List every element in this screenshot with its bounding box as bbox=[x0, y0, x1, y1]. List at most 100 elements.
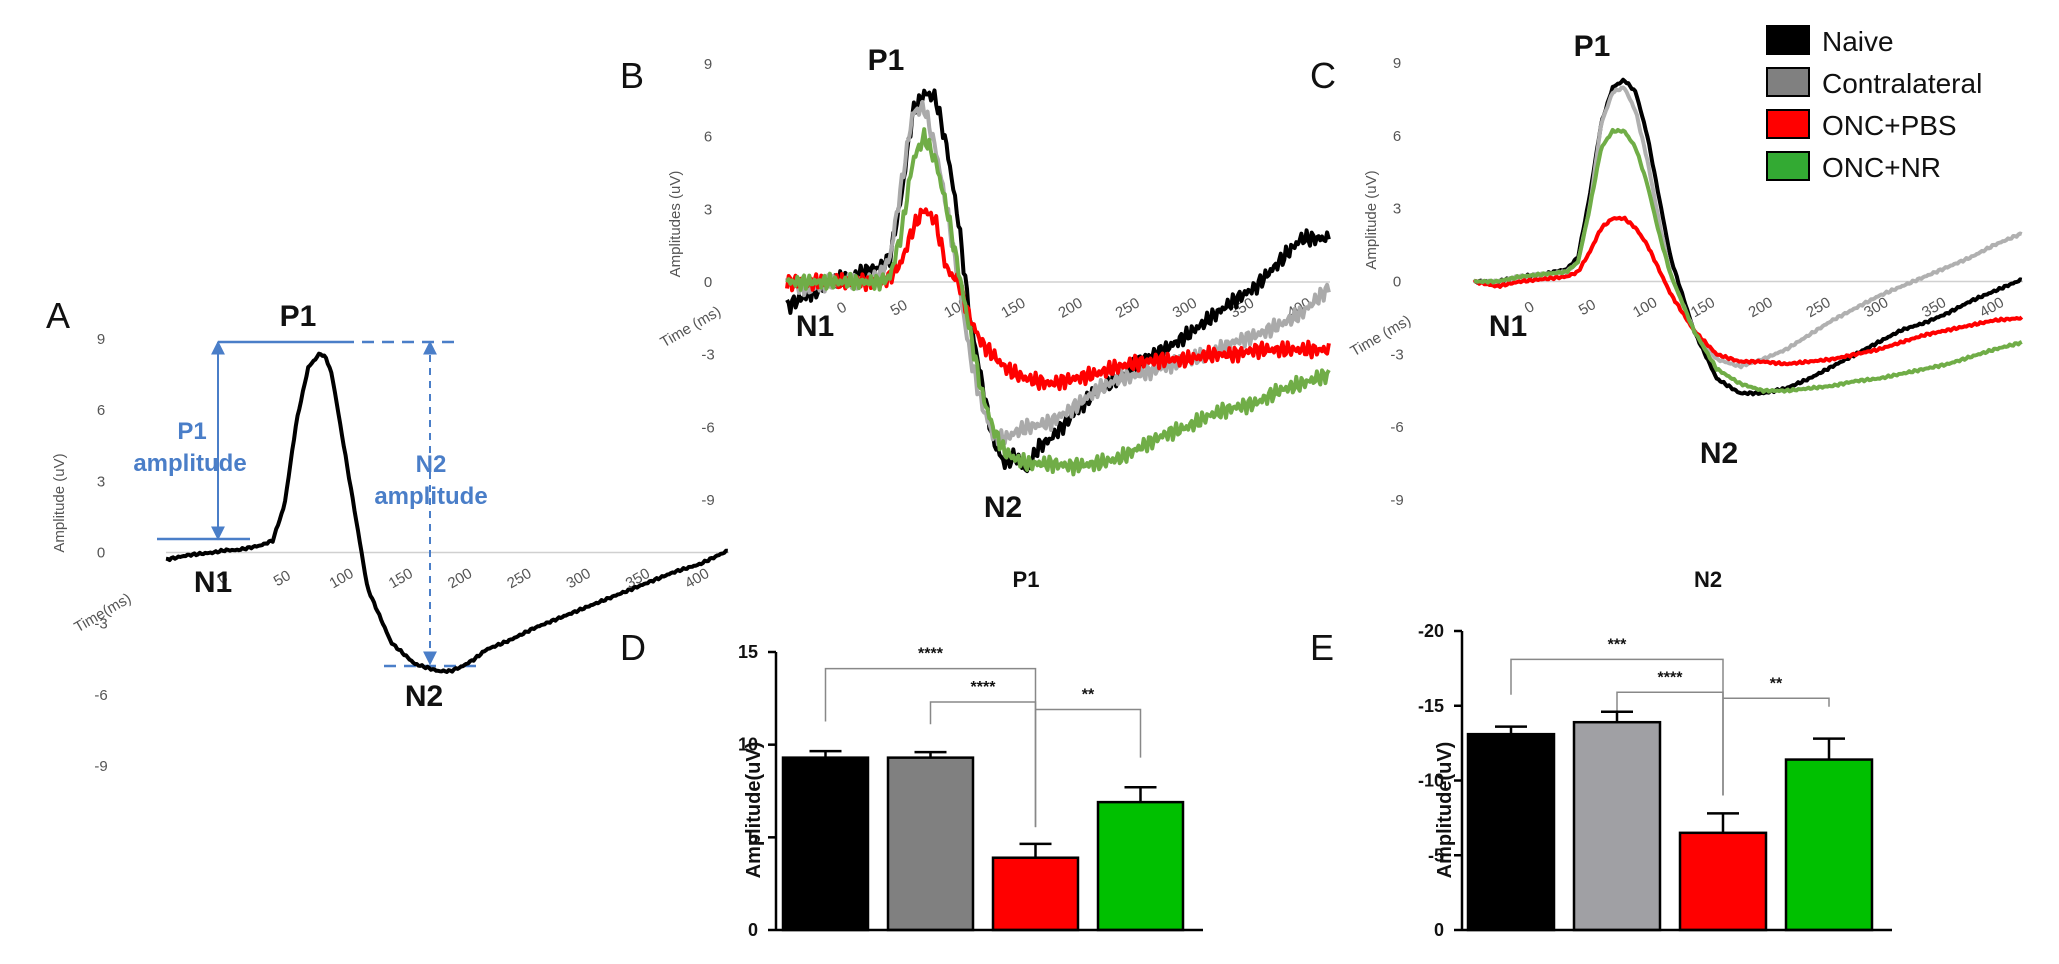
panel-b-series-contralateral bbox=[785, 99, 1331, 447]
panel-e-bar-chart: E N2 Amplitude(uV) ******* ** 0-5-10-15-2… bbox=[1310, 567, 1892, 940]
panel-b-y-tick: 6 bbox=[704, 129, 712, 146]
panel-a-y-tick: 0 bbox=[97, 545, 105, 562]
panel-b-x-axis-label: Time (ms) bbox=[658, 303, 724, 351]
panel-e-bar-onc-pbs bbox=[1678, 831, 1768, 932]
p1-amplitude-annotation-line2: amplitude bbox=[133, 450, 246, 477]
legend-swatch-onc-nr bbox=[1766, 151, 1810, 181]
panel-b-y-tick: 3 bbox=[704, 201, 712, 218]
panel-c-y-tick: -9 bbox=[1390, 492, 1403, 509]
panel-a-y-tick: 6 bbox=[97, 402, 105, 419]
panel-c-series bbox=[1472, 77, 2024, 397]
panel-c-y-tick: 3 bbox=[1393, 201, 1401, 218]
panel-b-x-tick: 250 bbox=[1113, 294, 1143, 321]
legend-item-onc-nr: ONC+NR bbox=[1766, 151, 1941, 183]
legend-label-onc-nr: ONC+NR bbox=[1822, 152, 1941, 183]
legend: Naive Contralateral ONC+PBS ONC+NR bbox=[1766, 25, 1982, 183]
legend-label-onc-pbs: ONC+PBS bbox=[1822, 110, 1957, 141]
panel-b-series bbox=[785, 88, 1331, 477]
panel-b-x-tick: 50 bbox=[888, 297, 911, 320]
panel-c-x-axis-label: Time (ms) bbox=[1348, 312, 1414, 360]
legend-item-onc-pbs: ONC+PBS bbox=[1766, 109, 1957, 141]
panel-b-series-onc-nr bbox=[785, 127, 1331, 477]
panel-d-y-tick: 10 bbox=[738, 735, 758, 755]
panel-e-y-tick: 0 bbox=[1434, 920, 1444, 940]
panel-a-x-tick: 200 bbox=[445, 565, 475, 592]
panel-a-letter: A bbox=[46, 295, 70, 336]
panel-c-series-onc-pbs bbox=[1472, 215, 2024, 367]
panel-d-y-ticks: 0 5 10 15 bbox=[738, 642, 776, 940]
panel-e-bar-contralateral bbox=[1572, 720, 1662, 932]
panel-e-letter: E bbox=[1310, 627, 1334, 668]
panel-e-significance-label: *** bbox=[1608, 636, 1627, 653]
panel-b-x-tick: 0 bbox=[834, 299, 850, 318]
legend-label-contralateral: Contralateral bbox=[1822, 68, 1982, 99]
panel-e-significance-bracket bbox=[1616, 691, 1724, 796]
panel-c-y-tick: -6 bbox=[1390, 419, 1403, 436]
panel-e-significance: ******* ** bbox=[1510, 636, 1830, 796]
panel-b-n2-label: N2 bbox=[984, 491, 1022, 524]
panel-c-y-tick: 6 bbox=[1393, 128, 1401, 145]
panel-e-significance-label: **** bbox=[1658, 669, 1684, 686]
panel-d-significance-label: **** bbox=[918, 646, 944, 663]
panel-c-x-tick: 200 bbox=[1746, 294, 1776, 321]
panel-b-series-naive bbox=[785, 88, 1331, 474]
panel-e-title: N2 bbox=[1694, 567, 1722, 592]
panel-a-y-tick: -9 bbox=[94, 758, 107, 775]
panel-a-p1-label: P1 bbox=[280, 300, 317, 333]
panel-d-bar-onc-pbs bbox=[991, 856, 1080, 932]
panel-d-y-tick: 0 bbox=[748, 920, 758, 940]
panel-c-letter: C bbox=[1310, 55, 1336, 96]
panel-c-x-tick: 150 bbox=[1688, 294, 1718, 321]
panel-b-y-ticks: 9 6 3 0 -3 -6 -9 bbox=[701, 56, 714, 509]
panel-a-x-tick: 300 bbox=[564, 565, 594, 592]
panel-c-n2-label: N2 bbox=[1700, 437, 1738, 470]
panel-e-y-tick: -10 bbox=[1418, 771, 1444, 791]
panel-d-y-tick: 15 bbox=[738, 642, 758, 662]
panel-b-x-tick: 200 bbox=[1055, 294, 1085, 321]
panel-d-letter: D bbox=[620, 627, 646, 668]
panel-c-p1-label: P1 bbox=[1574, 30, 1611, 63]
legend-item-naive: Naive bbox=[1766, 25, 1894, 57]
panel-d-bar-contralateral bbox=[886, 756, 975, 932]
panel-a-x-tick: 150 bbox=[386, 565, 416, 592]
panel-b-n1-label: N1 bbox=[796, 310, 834, 343]
panel-a-series bbox=[165, 351, 728, 674]
panel-d-bar-onc-nr bbox=[1096, 800, 1185, 932]
panel-c-n1-label: N1 bbox=[1489, 310, 1527, 343]
panel-b-x-tick: 150 bbox=[998, 294, 1028, 321]
panel-e-bar-naive bbox=[1466, 732, 1556, 932]
panel-e-bars bbox=[1466, 710, 1874, 932]
panel-b-y-tick: -3 bbox=[701, 347, 714, 364]
panel-b-y-tick: -6 bbox=[701, 419, 714, 436]
panel-c-y-tick: 0 bbox=[1393, 274, 1401, 291]
panel-c-y-tick: 9 bbox=[1393, 55, 1401, 72]
panel-a-y-axis-label: Amplitude (uV) bbox=[51, 453, 68, 552]
panel-b-y-axis-label: Amplitudes (uV) bbox=[667, 171, 684, 278]
panel-a-series-naive bbox=[165, 351, 728, 674]
panel-e-significance-bracket bbox=[1723, 697, 1830, 707]
panel-c-y-axis-label: Amplitude (uV) bbox=[1363, 170, 1380, 269]
panel-d-significance: ******** ** bbox=[824, 646, 1142, 828]
n2-amplitude-annotation-line1: N2 bbox=[416, 451, 447, 478]
panel-e-significance-label: ** bbox=[1770, 675, 1783, 692]
panel-d-y-tick: 5 bbox=[748, 827, 758, 847]
panel-b-y-tick: 0 bbox=[704, 274, 712, 291]
panel-c-x-tick: 50 bbox=[1576, 296, 1599, 319]
panel-b-letter: B bbox=[620, 55, 644, 96]
panel-a-x-tick: 100 bbox=[326, 565, 356, 592]
panel-a-y-tick: -3 bbox=[94, 616, 107, 633]
panel-d-title: P1 bbox=[1013, 567, 1040, 592]
panel-d-significance-bracket bbox=[1035, 708, 1142, 758]
panel-c-x-tick: 250 bbox=[1803, 294, 1833, 321]
legend-swatch-naive bbox=[1766, 25, 1810, 55]
panel-e-bar-onc-nr bbox=[1784, 758, 1874, 932]
legend-item-contralateral: Contralateral bbox=[1766, 67, 1982, 99]
panel-e-y-ticks: 0 -5 -10 -15 -20 bbox=[1418, 621, 1462, 940]
panel-c-x-tick: 100 bbox=[1630, 294, 1660, 321]
panel-b-x-tick: 300 bbox=[1170, 294, 1200, 321]
panel-d-significance-bracket bbox=[929, 701, 1037, 828]
